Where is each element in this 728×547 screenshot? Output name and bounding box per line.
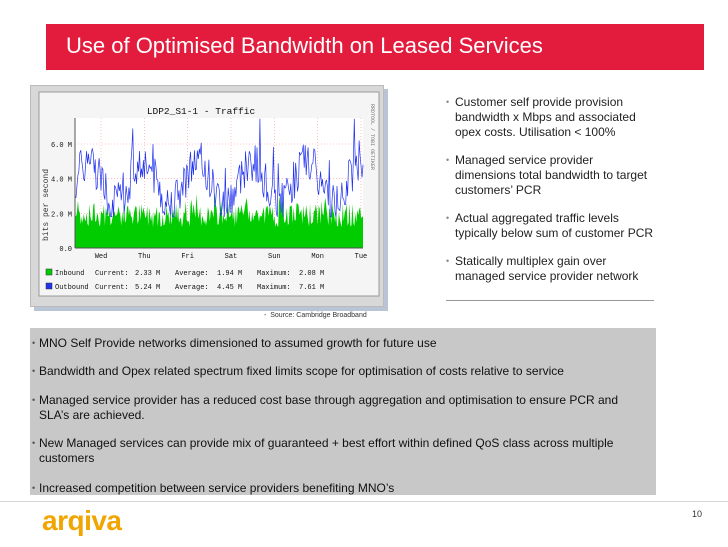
arqiva-logo: arqiva (42, 507, 123, 536)
title-bar: Use of Optimised Bandwidth on Leased Ser… (46, 24, 704, 70)
y-tick-layer: 6.0 M 4.0 M 2.0 M 0.0 (51, 142, 72, 254)
summary-bullet-text: Increased competition between service pr… (39, 481, 395, 495)
right-list-divider (446, 300, 654, 301)
legend-outbound-name: Outbound (55, 284, 89, 292)
bullet-icon: • (32, 366, 36, 376)
bullet-icon: • (32, 338, 36, 348)
x-tick-label: Fri (181, 253, 194, 261)
right-bullet-item: • Statically multiplex gain over managed … (446, 254, 654, 284)
summary-bullet-item: • Increased competition between service p… (30, 481, 639, 496)
bullet-icon: • (446, 213, 450, 223)
legend-inbound-current-label: Current: (95, 270, 129, 278)
summary-bullet-item: • Bandwidth and Opex related spectrum fix… (30, 364, 639, 379)
legend-inbound-maximum: 2.08 M (299, 270, 324, 278)
footer-divider (0, 501, 728, 502)
summary-bullet-item: • Managed service provider has a reduced … (30, 393, 639, 423)
right-bullet-list: • Customer self provide provision bandwid… (446, 95, 654, 297)
right-bullet-item: • Actual aggregated traffic levels typica… (446, 211, 654, 241)
y-tick-label: 0.0 (59, 246, 72, 254)
summary-bullet-text: MNO Self Provide networks dimensioned to… (39, 336, 437, 350)
chart-source: - Source: Cambridge Broadband (264, 312, 367, 319)
x-tick-label: Wed (95, 253, 108, 261)
summary-bullet-text: Bandwidth and Opex related spectrum fixe… (39, 364, 564, 378)
logo-text: arqiva (42, 507, 122, 536)
summary-box: • MNO Self Provide networks dimensioned t… (30, 328, 656, 495)
bullet-icon: • (446, 256, 450, 266)
right-bullet-item: • Managed service provider dimensions tot… (446, 153, 654, 198)
chart-ylabel: bits per second (42, 169, 51, 241)
legend-inbound-current: 2.33 M (135, 270, 160, 278)
right-bullet-item: • Customer self provide provision bandwid… (446, 95, 654, 140)
page-number: 10 (691, 509, 702, 519)
legend-outbound-average: 4.45 M (217, 284, 242, 292)
x-tick-label: Mon (311, 253, 324, 261)
inbound-area (75, 193, 363, 248)
x-tick-label: Sun (268, 253, 281, 261)
outbound-line (74, 118, 364, 218)
bullet-icon: • (446, 155, 450, 165)
traffic-chart-svg: LDP2_S1-1 - Traffic bits per second RRDT… (38, 91, 380, 297)
y-tick-label: 4.0 M (51, 177, 72, 185)
bullet-icon: • (32, 483, 36, 493)
x-tick-label: Sat (225, 253, 238, 261)
bullet-icon: • (446, 97, 450, 107)
inbound-area-layer (75, 193, 363, 248)
x-tick-layer: Wed Thu Fri Sat Sun Mon Tue (95, 253, 368, 261)
traffic-chart: LDP2_S1-1 - Traffic bits per second RRDT… (30, 85, 384, 307)
legend-outbound-average-label: Average: (175, 284, 209, 292)
right-bullet-text: Managed service provider dimensions tota… (455, 153, 648, 197)
legend-outbound-current: 5.24 M (135, 284, 160, 292)
summary-bullet-item: • MNO Self Provide networks dimensioned t… (30, 336, 639, 351)
right-bullet-text: Actual aggregated traffic levels typical… (455, 211, 654, 240)
legend-inbound-name: Inbound (55, 270, 84, 278)
legend-outbound-maximum-label: Maximum: (257, 284, 291, 292)
y-tick-label: 6.0 M (51, 142, 72, 150)
outbound-line-layer (74, 118, 364, 218)
legend-inbound-maximum-label: Maximum: (257, 270, 291, 278)
source-text: Source: Cambridge Broadband (270, 312, 367, 319)
legend: Inbound Current: 2.33 M Average: 1.94 M … (45, 268, 324, 292)
summary-bullet-text: New Managed services can provide mix of … (39, 436, 614, 465)
legend-outbound-maximum: 7.61 M (299, 284, 324, 292)
x-tick-label: Tue (355, 253, 368, 261)
bullet-icon: • (32, 395, 36, 405)
right-bullet-text: Customer self provide provision bandwidt… (455, 95, 636, 139)
summary-bullet-text: Managed service provider has a reduced c… (39, 393, 619, 422)
legend-inbound-average: 1.94 M (217, 270, 242, 278)
chart-title: LDP2_S1-1 - Traffic (147, 106, 256, 117)
legend-outbound-current-label: Current: (95, 284, 129, 292)
y-tick-label: 2.0 M (51, 211, 72, 219)
right-bullet-text: Statically multiplex gain over managed s… (455, 254, 639, 283)
bullet-icon: • (32, 438, 36, 448)
legend-outbound-swatch (45, 282, 53, 290)
summary-bullet-item: • New Managed services can provide mix of… (30, 436, 639, 466)
chart-side-text: RRDTOOL / TOBI OETIKER (369, 104, 375, 170)
legend-inbound-average-label: Average: (175, 270, 209, 278)
source-dash: - (264, 312, 267, 319)
page-title: Use of Optimised Bandwidth on Leased Ser… (66, 33, 543, 58)
legend-inbound-swatch (45, 268, 53, 276)
x-tick-label: Thu (138, 253, 151, 261)
